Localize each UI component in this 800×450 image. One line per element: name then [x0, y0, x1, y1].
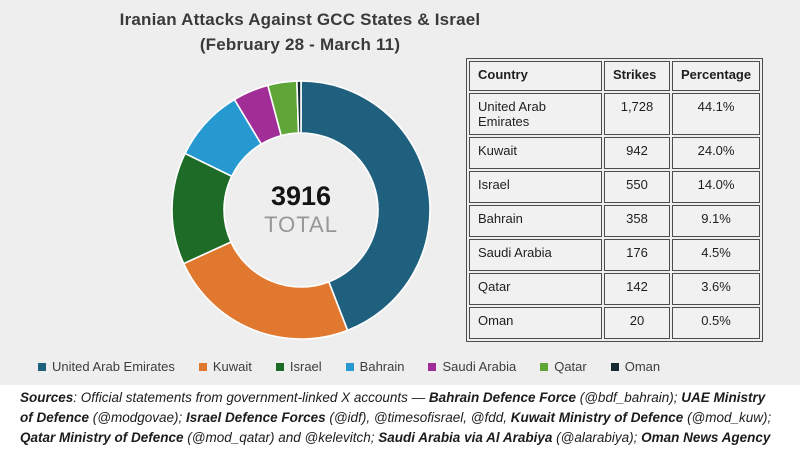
legend-swatch-icon	[610, 362, 619, 371]
donut-chart: 3916 TOTAL	[166, 75, 436, 345]
legend-label: Israel	[289, 359, 322, 374]
table-cell: 942	[604, 137, 670, 169]
table-cell: Saudi Arabia	[469, 239, 602, 271]
table-cell: 0.5%	[672, 307, 761, 339]
table-cell: 44.1%	[672, 93, 761, 135]
table-cell: 3.6%	[672, 273, 761, 305]
table-body: United Arab Emirates 1,728 44.1% Kuwait 942 2…	[469, 93, 761, 339]
legend-item-qatar: Qatar	[540, 359, 587, 374]
source-name: Qatar Ministry of Defence	[20, 430, 184, 445]
source-text: (@mod_qatar) and @kelevitch;	[183, 430, 379, 445]
legend-label: United Arab Emirates	[52, 359, 175, 374]
source-name: Saudi Arabia via Al Arabiya	[378, 430, 553, 445]
source-name: Sources	[20, 390, 74, 405]
legend-swatch-icon	[275, 362, 284, 371]
table-header-percentage: Percentage	[672, 61, 761, 91]
table-cell: 9.1%	[672, 205, 761, 237]
chart-title-line2: (February 28 - March 11)	[199, 34, 401, 54]
table-cell: 142	[604, 273, 670, 305]
legend-swatch-icon	[345, 362, 354, 371]
table-cell: 358	[604, 205, 670, 237]
donut-slice-kuwait	[182, 241, 349, 340]
source-name: Israel Defence Forces	[186, 410, 326, 425]
source-text: : Official statements from government-li…	[73, 390, 429, 405]
sources-footer: Sources: Official statements from govern…	[20, 388, 778, 448]
table-row-qatar: Qatar 142 3.6%	[469, 273, 761, 305]
table-cell: 14.0%	[672, 171, 761, 203]
source-name: UAE Ministry of Defence	[20, 390, 766, 425]
source-name: Bahrain Defence Force	[428, 390, 576, 405]
table-cell: Israel	[469, 171, 602, 203]
donut-slice-united-arab-emirates	[300, 80, 431, 332]
data-table: Country Strikes Percentage United Arab Emi…	[466, 58, 764, 342]
table-cell: 550	[604, 171, 670, 203]
donut-slice-oman	[296, 80, 302, 134]
table-cell: 24.0%	[672, 137, 761, 169]
source-text: (@idf), @timesofisrael, @fdd,	[325, 410, 511, 425]
legend-item-oman: Oman	[610, 359, 661, 374]
table-row-united-arab-emirates: United Arab Emirates 1,728 44.1%	[469, 93, 761, 135]
table-cell: United Arab Emirates	[469, 93, 602, 135]
table-cell: Kuwait	[469, 137, 602, 169]
table-row-kuwait: Kuwait 942 24.0%	[469, 137, 761, 169]
legend-swatch-icon	[428, 362, 437, 371]
table-cell: 20	[604, 307, 670, 339]
legend-label: Kuwait	[212, 359, 252, 374]
table-row-bahrain: Bahrain 358 9.1%	[469, 205, 761, 237]
chart-title: Iranian Attacks Against GCC States & Isr…	[90, 8, 510, 57]
table-cell: Oman	[469, 307, 602, 339]
legend-label: Oman	[624, 359, 661, 374]
table-cell: Qatar	[469, 273, 602, 305]
source-text: (@modgovae);	[89, 410, 187, 425]
legend-swatch-icon	[540, 362, 549, 371]
source-name: Kuwait Ministry of Defence	[510, 410, 684, 425]
table-header-row: Country Strikes Percentage	[469, 61, 761, 91]
table-cell: 176	[604, 239, 670, 271]
table-header-strikes: Strikes	[604, 61, 670, 91]
table-row-saudi-arabia: Saudi Arabia 176 4.5%	[469, 239, 761, 271]
source-name: Oman News Agency	[641, 430, 771, 445]
table-row-oman: Oman 20 0.5%	[469, 307, 761, 339]
chart-panel: Iranian Attacks Against GCC States & Isr…	[0, 0, 800, 385]
donut-svg	[171, 80, 431, 340]
table-cell: 4.5%	[672, 239, 761, 271]
chart-title-line1: Iranian Attacks Against GCC States & Isr…	[119, 10, 481, 29]
table-cell: 1,728	[604, 93, 670, 135]
legend-item-kuwait: Kuwait	[198, 359, 252, 374]
legend-swatch-icon	[198, 362, 207, 371]
source-text: (@bdf_bahrain);	[575, 390, 682, 405]
legend-item-saudi-arabia: Saudi Arabia	[428, 359, 516, 374]
table-header-country: Country	[469, 61, 602, 91]
legend-item-bahrain: Bahrain	[345, 359, 405, 374]
legend-item-united-arab-emirates: United Arab Emirates	[38, 359, 175, 374]
legend-item-israel: Israel	[275, 359, 322, 374]
legend-label: Saudi Arabia	[442, 359, 517, 374]
legend-label: Qatar	[554, 359, 587, 374]
legend-label: Bahrain	[359, 359, 405, 374]
legend-swatch-icon	[38, 362, 46, 371]
table-cell: Bahrain	[469, 205, 602, 237]
table-row-israel: Israel 550 14.0%	[469, 171, 761, 203]
source-text: (@alarabiya);	[552, 430, 642, 445]
source-text: (@mod_kuw);	[683, 410, 772, 425]
chart-legend: United Arab Emirates Kuwait Israel Bahrain S…	[38, 359, 660, 374]
